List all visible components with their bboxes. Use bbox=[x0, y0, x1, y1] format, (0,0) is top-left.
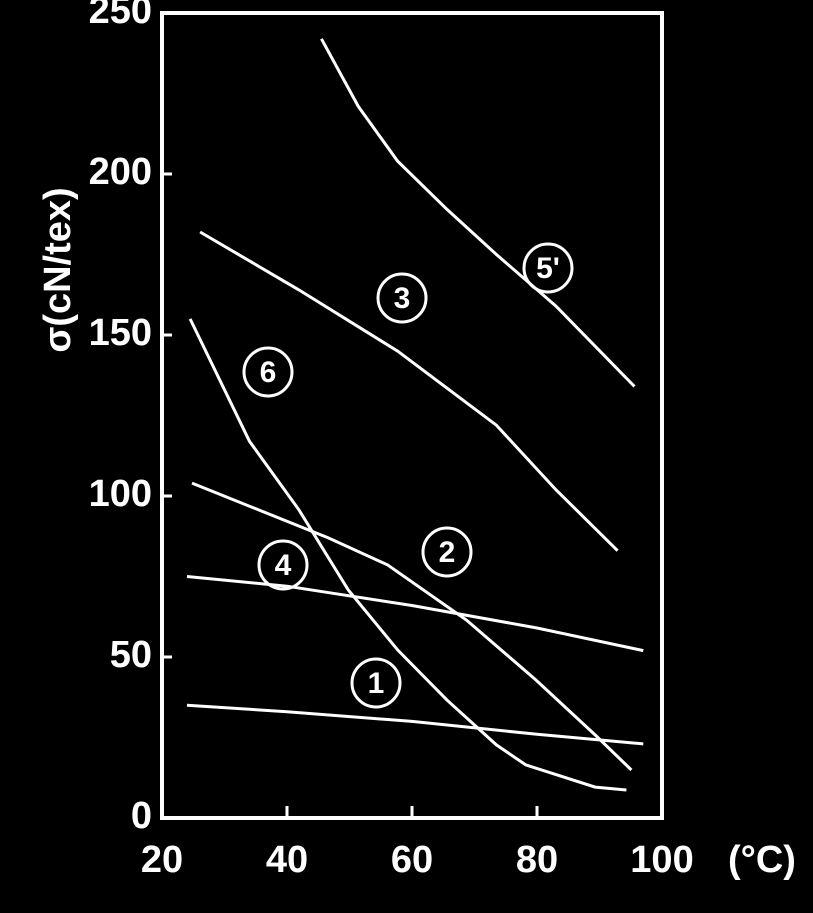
y-tick-label: 100 bbox=[89, 473, 152, 515]
x-tick-label: 20 bbox=[141, 839, 183, 881]
x-axis-label: (°C) bbox=[728, 839, 796, 881]
curve-label: 6 bbox=[260, 356, 277, 389]
curve-label: 1 bbox=[368, 667, 385, 700]
y-tick-label: 200 bbox=[89, 151, 152, 193]
curve-label: 3 bbox=[394, 282, 411, 315]
y-tick-label: 250 bbox=[89, 0, 152, 32]
curve bbox=[191, 481, 633, 772]
x-tick-label: 80 bbox=[516, 839, 558, 881]
x-tick-label: 100 bbox=[630, 839, 693, 881]
y-tick-label: 0 bbox=[131, 795, 152, 837]
curve-label: 5' bbox=[536, 252, 560, 285]
curve bbox=[188, 318, 627, 792]
y-axis-label: σ(cN/tex) bbox=[37, 187, 79, 352]
curve bbox=[320, 38, 636, 388]
curve-label: 2 bbox=[439, 536, 456, 569]
curve-label-circle bbox=[376, 272, 428, 324]
curve-label-circle bbox=[350, 657, 402, 709]
curve bbox=[186, 703, 644, 746]
y-tick-label: 50 bbox=[110, 634, 152, 676]
curve bbox=[186, 575, 644, 653]
curve-label: 4 bbox=[275, 549, 292, 582]
curve-label-circle bbox=[421, 526, 473, 578]
curve-label-circle bbox=[522, 242, 574, 294]
x-tick-label: 40 bbox=[266, 839, 308, 881]
y-tick-label: 150 bbox=[89, 312, 152, 354]
curve-label-circle bbox=[242, 346, 294, 398]
curve bbox=[199, 230, 619, 552]
curve-label-circle bbox=[257, 539, 309, 591]
x-tick-label: 60 bbox=[391, 839, 433, 881]
